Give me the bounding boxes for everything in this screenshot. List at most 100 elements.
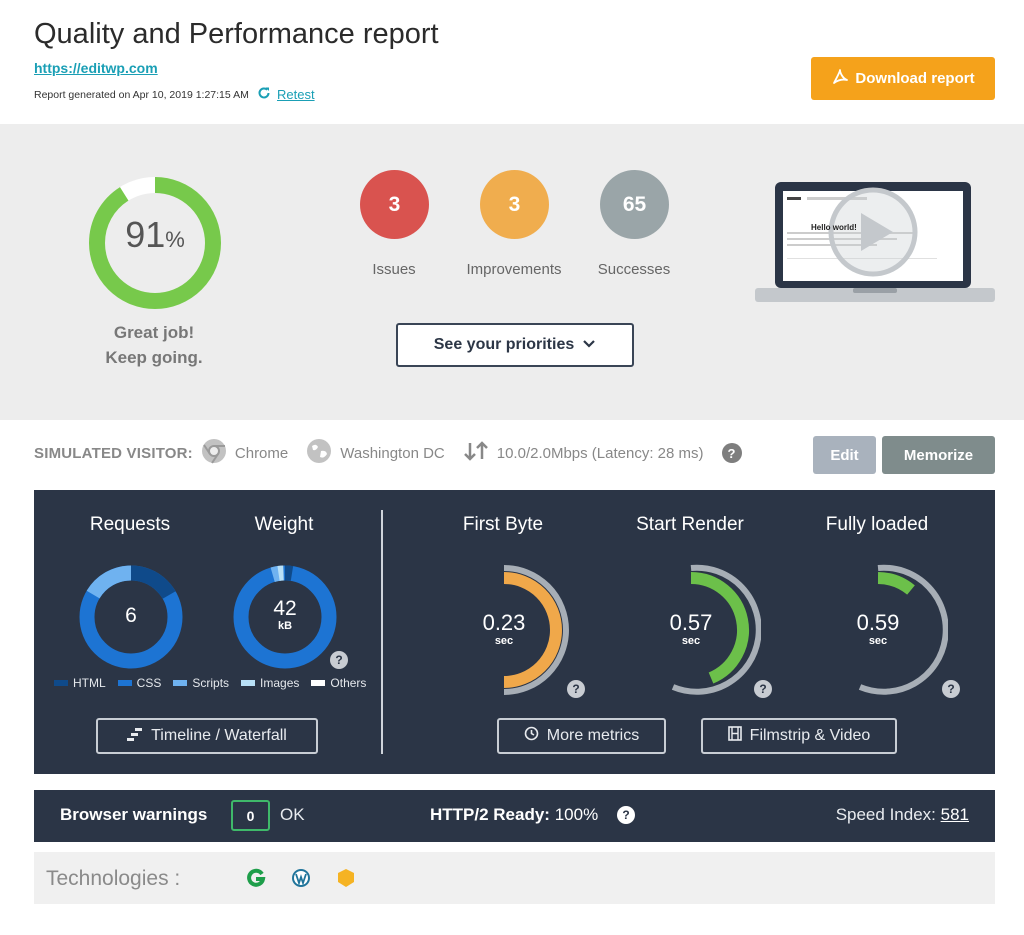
- technologies-label: Technologies :: [46, 867, 181, 890]
- successes-count-circle[interactable]: 65: [600, 170, 669, 239]
- memorize-button[interactable]: Memorize: [882, 436, 995, 474]
- globe-icon: [306, 438, 332, 468]
- http2-value: 100%: [554, 805, 599, 824]
- score-gauge: [89, 177, 221, 309]
- refresh-icon: [257, 86, 271, 103]
- location-info: Washington DC: [306, 438, 445, 468]
- fully-loaded-help-icon[interactable]: ?: [942, 680, 960, 698]
- wordpress-icon[interactable]: [291, 868, 311, 888]
- score-message: Great job! Keep going.: [54, 320, 254, 370]
- first-byte-help-icon[interactable]: ?: [567, 680, 585, 698]
- retest-label: Retest: [277, 87, 315, 102]
- timeline-waterfall-label: Timeline / Waterfall: [151, 727, 287, 744]
- page-title: Quality and Performance report: [34, 18, 439, 50]
- download-report-button[interactable]: Download report: [811, 57, 995, 100]
- start-render-help-icon[interactable]: ?: [754, 680, 772, 698]
- start-render-number: 0.57: [669, 610, 713, 635]
- chrome-icon: [201, 438, 227, 468]
- report-generated-text: Report generated on Apr 10, 2019 1:27:15…: [34, 89, 249, 101]
- speed-index-value[interactable]: 581: [940, 805, 969, 824]
- issues-label: Issues: [372, 261, 416, 278]
- download-report-label: Download report: [855, 70, 975, 87]
- see-priorities-label: See your priorities: [433, 336, 575, 353]
- retest-link[interactable]: Retest: [257, 86, 315, 103]
- improvements-count-circle[interactable]: 3: [480, 170, 549, 239]
- timeline-waterfall-button[interactable]: Timeline / Waterfall: [96, 718, 318, 754]
- requests-legend: HTML CSS Scripts Images Others: [54, 676, 366, 690]
- weight-value: 42 kB: [260, 597, 310, 633]
- site-url-link[interactable]: https://editwp.com: [34, 60, 158, 76]
- metrics-panel: Requests Weight 6 42 kB ? HTML CSS Scrip…: [34, 490, 995, 774]
- simulated-visitor-label: SIMULATED VISITOR:: [34, 444, 193, 462]
- filmstrip-video-label: Filmstrip & Video: [749, 727, 871, 744]
- connection-info: 10.0/2.0Mbps (Latency: 28 ms): [463, 441, 704, 465]
- http2-ready: HTTP/2 Ready: 100%: [430, 805, 598, 825]
- first-byte-number: 0.23: [482, 610, 526, 635]
- issues-count-circle[interactable]: 3: [360, 170, 429, 239]
- warnings-count-badge: 0: [231, 800, 270, 831]
- help-icon[interactable]: ?: [721, 443, 742, 463]
- simulated-visitor-bar: SIMULATED VISITOR: Chrome Washington DC …: [34, 438, 742, 468]
- http2-label: HTTP/2 Ready:: [430, 805, 550, 824]
- waterfall-icon: [127, 727, 143, 746]
- panel-divider: [381, 510, 383, 754]
- fully-loaded-title: Fully loaded: [825, 514, 929, 535]
- first-byte-value: 0.23 sec: [459, 610, 549, 648]
- speed-index-label: Speed Index:: [835, 805, 936, 824]
- fully-loaded-unit: sec: [868, 635, 888, 647]
- fully-loaded-gauge: [858, 564, 948, 695]
- weight-unit: kB: [277, 620, 293, 632]
- first-byte-title: First Byte: [462, 514, 544, 535]
- summary-section: 91% Great job! Keep going. 3 Issues 3 Im…: [0, 124, 1024, 420]
- legend-css: CSS: [117, 676, 161, 690]
- chevron-down-icon: [582, 336, 596, 354]
- up-down-arrows-icon: [463, 441, 489, 465]
- google-icon[interactable]: [246, 868, 266, 888]
- weight-donut: [233, 565, 337, 669]
- successes-label: Successes: [597, 261, 671, 278]
- browser-warnings-bar: Browser warnings 0 OK HTTP/2 Ready: 100%…: [34, 790, 995, 842]
- http2-help-icon[interactable]: ?: [617, 806, 635, 824]
- score-number: 91: [125, 214, 166, 255]
- shield-icon[interactable]: [336, 868, 356, 888]
- speed-index: Speed Index: 581: [836, 805, 969, 825]
- weight-number: 42: [273, 597, 297, 620]
- connection-speed: 10.0/2.0Mbps (Latency: 28 ms): [496, 444, 704, 462]
- start-render-title: Start Render: [636, 514, 744, 535]
- technologies-bar: Technologies :: [34, 852, 995, 904]
- first-byte-gauge: [503, 565, 569, 695]
- page-preview-video[interactable]: Hello world!: [755, 182, 995, 312]
- more-metrics-button[interactable]: More metrics: [497, 718, 666, 754]
- score-value: 91%: [86, 214, 224, 256]
- weight-help-icon[interactable]: ?: [330, 651, 348, 669]
- fully-loaded-number: 0.59: [856, 610, 900, 635]
- browser-warnings-label: Browser warnings: [60, 805, 208, 824]
- start-render-gauge: [671, 564, 761, 695]
- start-render-unit: sec: [681, 635, 701, 647]
- requests-donut: [79, 565, 183, 669]
- score-message-line2: Keep going.: [105, 348, 203, 367]
- start-render-value: 0.57 sec: [646, 610, 736, 648]
- film-icon: [727, 726, 742, 746]
- legend-scripts: Scripts: [173, 676, 229, 690]
- weight-title: Weight: [254, 514, 314, 535]
- more-metrics-label: More metrics: [546, 727, 640, 744]
- improvements-label: Improvements: [466, 261, 562, 278]
- browser-name: Chrome: [234, 444, 289, 462]
- score-message-line1: Great job!: [113, 323, 195, 342]
- browser-info: Chrome: [201, 438, 288, 468]
- score-unit: %: [165, 227, 185, 252]
- clock-icon: [524, 726, 539, 746]
- requests-title: Requests: [89, 514, 171, 535]
- fully-loaded-value: 0.59 sec: [833, 610, 923, 648]
- see-priorities-button[interactable]: See your priorities: [396, 323, 634, 367]
- warnings-status: OK: [280, 805, 305, 824]
- pdf-icon: [831, 68, 849, 90]
- legend-images: Images: [241, 676, 299, 690]
- edit-button[interactable]: Edit: [813, 436, 876, 474]
- requests-value: 6: [125, 604, 137, 627]
- preview-heading: Hello world!: [811, 223, 857, 232]
- filmstrip-video-button[interactable]: Filmstrip & Video: [701, 718, 897, 754]
- legend-others: Others: [311, 676, 366, 690]
- location-name: Washington DC: [340, 444, 445, 462]
